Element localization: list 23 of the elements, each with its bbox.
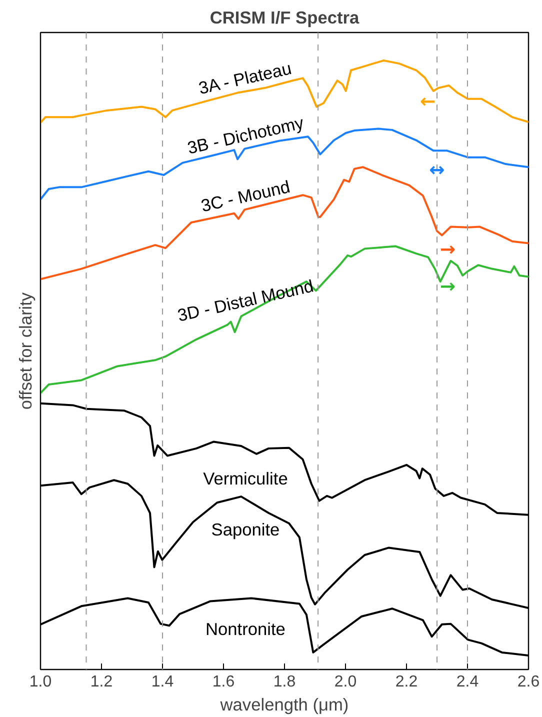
- text: 3A - Plateau: [196, 58, 294, 98]
- text: 3D - Distal Mound: [176, 276, 316, 326]
- x-axis-title: wavelength (μm): [219, 694, 349, 714]
- annotation: ↔: [429, 160, 445, 182]
- text: 3B - Dichotomy: [185, 112, 306, 158]
- series-label: Saponite: [211, 520, 280, 540]
- text: 3C - Mound: [199, 176, 292, 216]
- annotation: →: [440, 276, 456, 298]
- annotation: →: [440, 239, 456, 260]
- x-tick-label: 1.6: [212, 674, 235, 690]
- x-tick-label: 1.2: [90, 674, 113, 690]
- chart-title: CRISM I/F Spectra: [210, 8, 360, 28]
- x-tick-label: 2.4: [456, 674, 479, 690]
- x-tick-label: 2.6: [517, 674, 540, 690]
- x-tick-label: 2.2: [395, 674, 418, 690]
- x-tick-label: 1.4: [151, 674, 174, 690]
- series-label: Vermiculite: [203, 468, 288, 489]
- x-tick-label: 1.8: [273, 674, 296, 690]
- y-axis-title: offset for clarity: [16, 292, 36, 410]
- series-label: Nontronite: [205, 619, 286, 640]
- x-tick-label: 1.0: [29, 674, 52, 690]
- annotation: ←: [420, 91, 436, 112]
- x-tick-label: 2.0: [334, 674, 357, 690]
